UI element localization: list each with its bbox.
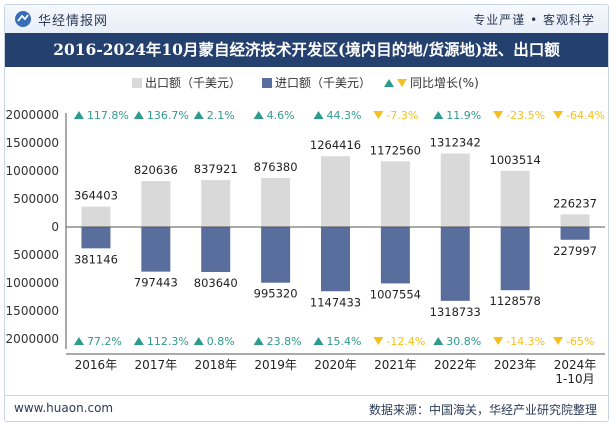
legend-yoy-label: 同比增长(%) — [410, 76, 479, 90]
legend-import-label: 进口额（千美元） — [275, 76, 372, 90]
chart-title: 2016-2024年10月蒙自经济技术开发区(境内目的地/货源地)进、出口额 — [53, 40, 560, 59]
footer-source: 数据来源：中国海关，华经产业研究院整理 — [368, 403, 597, 417]
legend-export-label: 出口额（千美元） — [145, 76, 242, 90]
footer-divider — [5, 395, 608, 396]
legend-export-swatch — [132, 78, 142, 88]
title-bar: 2016-2024年10月蒙自经济技术开发区(境内目的地/货源地)进、出口额 — [5, 33, 608, 67]
footer-website: www.huaon.com — [14, 401, 114, 415]
huajing-logo-icon — [15, 11, 31, 27]
legend-yoy-icon — [384, 79, 407, 87]
legend-export: 出口额（千美元） — [132, 74, 241, 92]
chart-legend: 出口额（千美元） 进口额（千美元） 同比增长(%) — [0, 74, 615, 92]
brand-name: 华经情报网 — [38, 14, 109, 29]
legend-import: 进口额（千美元） — [262, 74, 371, 92]
legend-import-swatch — [262, 78, 272, 88]
top-bar — [5, 5, 608, 33]
slogan: 专业严谨 • 客观科学 — [473, 13, 595, 27]
legend-yoy: 同比增长(%) — [384, 74, 479, 92]
